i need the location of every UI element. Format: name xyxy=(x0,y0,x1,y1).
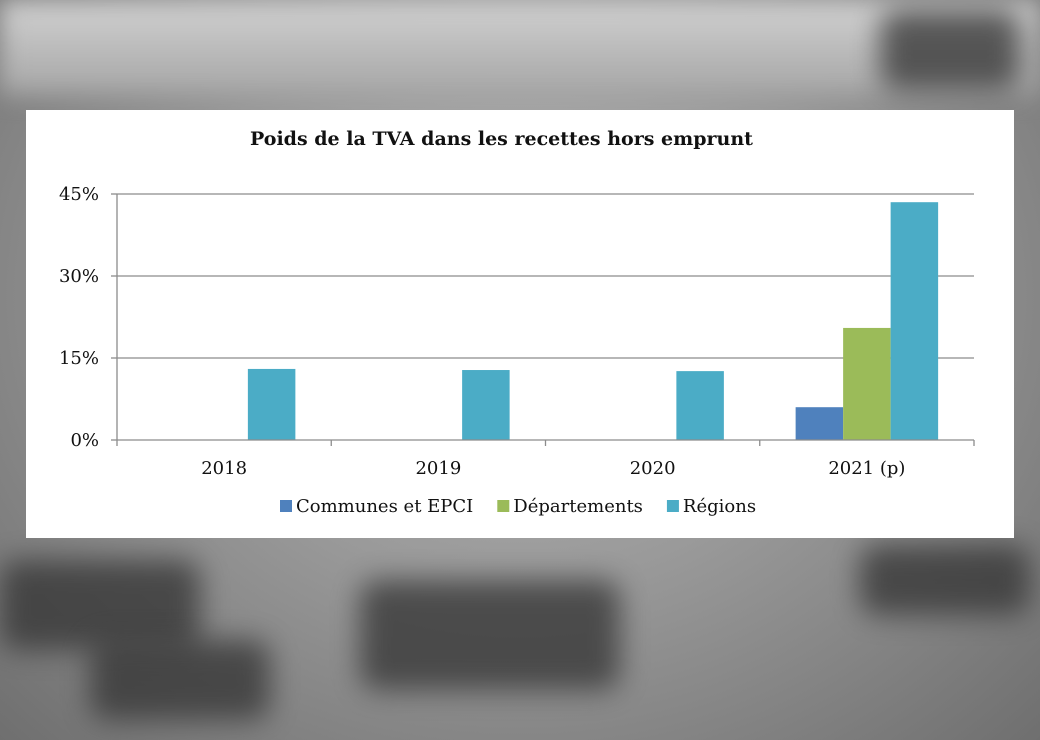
bars xyxy=(247,202,939,440)
chart-card: Poids de la TVA dans les recettes hors e… xyxy=(26,110,1014,538)
background-blur-shape xyxy=(360,580,620,690)
y-tick-label: 30% xyxy=(59,266,99,287)
bar-chart: Poids de la TVA dans les recettes hors e… xyxy=(59,128,975,517)
x-tick-labels: 2018 2019 2020 2021 (p) xyxy=(201,458,905,479)
y-tick-label: 15% xyxy=(59,348,99,369)
legend-label: Régions xyxy=(683,496,756,517)
legend-swatch xyxy=(280,500,292,512)
chart-title: Poids de la TVA dans les recettes hors e… xyxy=(250,128,753,150)
y-tick-labels: 0% 15% 30% 45% xyxy=(59,184,99,451)
legend-swatch xyxy=(497,500,510,512)
background-blur-shape xyxy=(860,545,1030,615)
background-blur-shape xyxy=(0,560,200,650)
background-blur-shape xyxy=(90,640,270,720)
background-blur-shape xyxy=(880,10,1020,90)
y-tick-label: 45% xyxy=(59,184,99,205)
x-tick-label: 2018 xyxy=(201,458,247,479)
legend-swatch xyxy=(666,500,679,512)
legend-label: Départements xyxy=(513,496,643,517)
bar xyxy=(462,370,510,440)
x-tick-label: 2020 xyxy=(630,458,676,479)
legend: Communes et EPCI Départements Régions xyxy=(280,496,756,517)
bar xyxy=(795,407,844,440)
bar xyxy=(843,327,891,440)
x-tick-label: 2021 (p) xyxy=(828,458,905,479)
bar xyxy=(676,371,724,440)
legend-label: Communes et EPCI xyxy=(296,496,473,517)
background-blur-top xyxy=(0,0,1040,95)
y-tick-label: 0% xyxy=(70,430,99,451)
x-tick-label: 2019 xyxy=(415,458,461,479)
gridlines xyxy=(117,193,974,359)
bar xyxy=(890,202,939,440)
axes xyxy=(111,193,975,446)
bar xyxy=(247,368,296,440)
